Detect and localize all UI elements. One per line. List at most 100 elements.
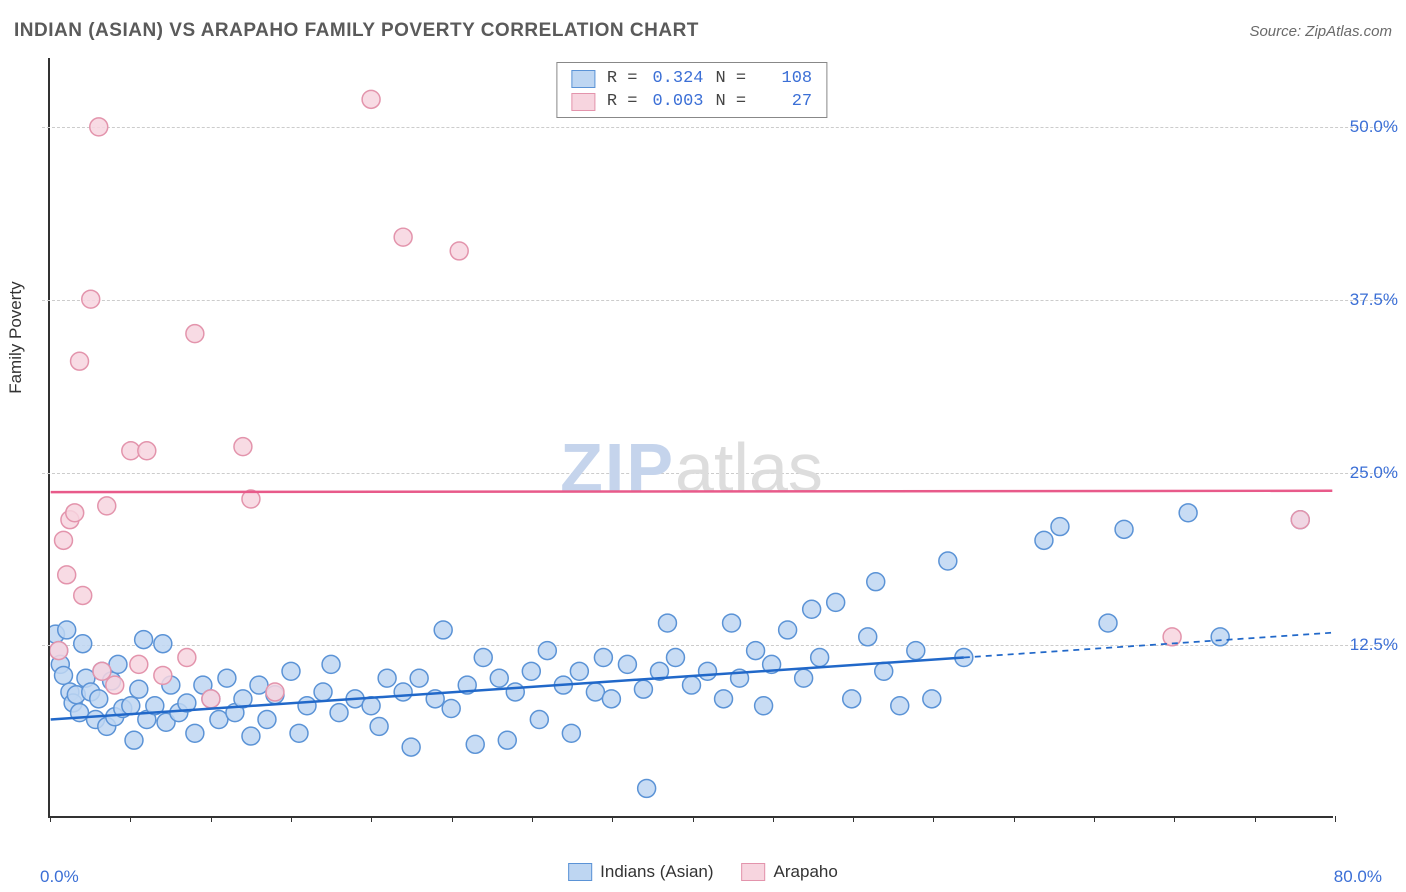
legend-n-label: N =	[716, 69, 747, 88]
x-tick	[371, 816, 372, 822]
legend-r-label: R =	[607, 69, 638, 88]
data-point-indians	[362, 697, 380, 715]
data-point-indians	[154, 635, 172, 653]
legend-n-value-indians: 108	[758, 69, 812, 88]
data-point-indians	[122, 697, 140, 715]
y-tick-label: 50.0%	[1350, 117, 1398, 137]
data-point-indians	[827, 593, 845, 611]
data-point-indians	[135, 631, 153, 649]
legend-bottom-swatch	[568, 863, 592, 881]
data-point-indians	[258, 711, 276, 729]
data-point-indians	[667, 649, 685, 667]
data-point-indians	[602, 690, 620, 708]
data-point-indians	[1115, 520, 1133, 538]
data-point-indians	[658, 614, 676, 632]
data-point-indians	[109, 655, 127, 673]
data-point-arapaho	[106, 676, 124, 694]
x-tick	[612, 816, 613, 822]
data-point-indians	[522, 662, 540, 680]
data-point-arapaho	[66, 504, 84, 522]
data-point-arapaho	[74, 587, 92, 605]
data-point-indians	[282, 662, 300, 680]
data-point-indians	[58, 621, 76, 639]
scatter-svg	[50, 58, 1333, 816]
data-point-arapaho	[138, 442, 156, 460]
data-point-indians	[1099, 614, 1117, 632]
data-point-indians	[811, 649, 829, 667]
regression-line-arapaho	[51, 491, 1333, 492]
data-point-indians	[715, 690, 733, 708]
data-point-indians	[210, 711, 228, 729]
data-point-indians	[723, 614, 741, 632]
x-tick	[1094, 816, 1095, 822]
data-point-indians	[843, 690, 861, 708]
y-axis-title: Family Poverty	[6, 281, 26, 393]
data-point-indians	[923, 690, 941, 708]
regression-extrapolation-indians	[964, 633, 1332, 658]
data-point-arapaho	[266, 683, 284, 701]
title-bar: INDIAN (ASIAN) VS ARAPAHO FAMILY POVERTY…	[14, 20, 1392, 42]
data-point-arapaho	[450, 242, 468, 260]
data-point-arapaho	[90, 118, 108, 136]
legend-swatch-arapaho	[571, 93, 595, 111]
data-point-indians	[939, 552, 957, 570]
data-point-arapaho	[50, 642, 68, 660]
x-tick	[130, 816, 131, 822]
legend-row-arapaho: R =0.003N =27	[571, 90, 812, 113]
x-axis-max-label: 80.0%	[1334, 867, 1382, 887]
data-point-indians	[638, 779, 656, 797]
data-point-indians	[506, 683, 524, 701]
x-tick	[693, 816, 694, 822]
data-point-arapaho	[93, 662, 111, 680]
data-point-indians	[378, 669, 396, 687]
legend-series: Indians (Asian)Arapaho	[568, 862, 838, 882]
data-point-arapaho	[154, 666, 172, 684]
data-point-indians	[466, 735, 484, 753]
data-point-indians	[474, 649, 492, 667]
data-point-arapaho	[178, 649, 196, 667]
data-point-indians	[1211, 628, 1229, 646]
data-point-indians	[634, 680, 652, 698]
data-point-arapaho	[82, 290, 100, 308]
data-point-indians	[530, 711, 548, 729]
data-point-indians	[594, 649, 612, 667]
data-point-indians	[683, 676, 701, 694]
data-point-indians	[699, 662, 717, 680]
data-point-indians	[322, 655, 340, 673]
data-point-arapaho	[234, 438, 252, 456]
data-point-indians	[290, 724, 308, 742]
data-point-indians	[859, 628, 877, 646]
data-point-indians	[618, 655, 636, 673]
legend-n-label: N =	[716, 92, 747, 111]
x-tick	[211, 816, 212, 822]
data-point-arapaho	[186, 325, 204, 343]
data-point-indians	[1035, 531, 1053, 549]
data-point-indians	[779, 621, 797, 639]
y-tick-label: 37.5%	[1350, 290, 1398, 310]
data-point-indians	[250, 676, 268, 694]
x-tick	[50, 816, 51, 822]
legend-r-label: R =	[607, 92, 638, 111]
data-point-indians	[562, 724, 580, 742]
y-tick-label: 25.0%	[1350, 463, 1398, 483]
data-point-indians	[907, 642, 925, 660]
chart-title: INDIAN (ASIAN) VS ARAPAHO FAMILY POVERTY…	[14, 20, 699, 42]
data-point-indians	[125, 731, 143, 749]
data-point-indians	[586, 683, 604, 701]
data-point-arapaho	[130, 655, 148, 673]
legend-r-value-arapaho: 0.003	[650, 92, 704, 111]
data-point-indians	[747, 642, 765, 660]
data-point-arapaho	[362, 90, 380, 108]
data-point-arapaho	[202, 690, 220, 708]
x-tick	[1335, 816, 1336, 822]
legend-bottom-swatch	[742, 863, 766, 881]
data-point-indians	[875, 662, 893, 680]
data-point-indians	[803, 600, 821, 618]
source-label: Source: ZipAtlas.com	[1249, 23, 1392, 40]
data-point-indians	[55, 666, 73, 684]
data-point-arapaho	[55, 531, 73, 549]
data-point-indians	[795, 669, 813, 687]
data-point-indians	[218, 669, 236, 687]
legend-correlation: R =0.324N =108R =0.003N =27	[556, 62, 827, 118]
data-point-arapaho	[98, 497, 116, 515]
